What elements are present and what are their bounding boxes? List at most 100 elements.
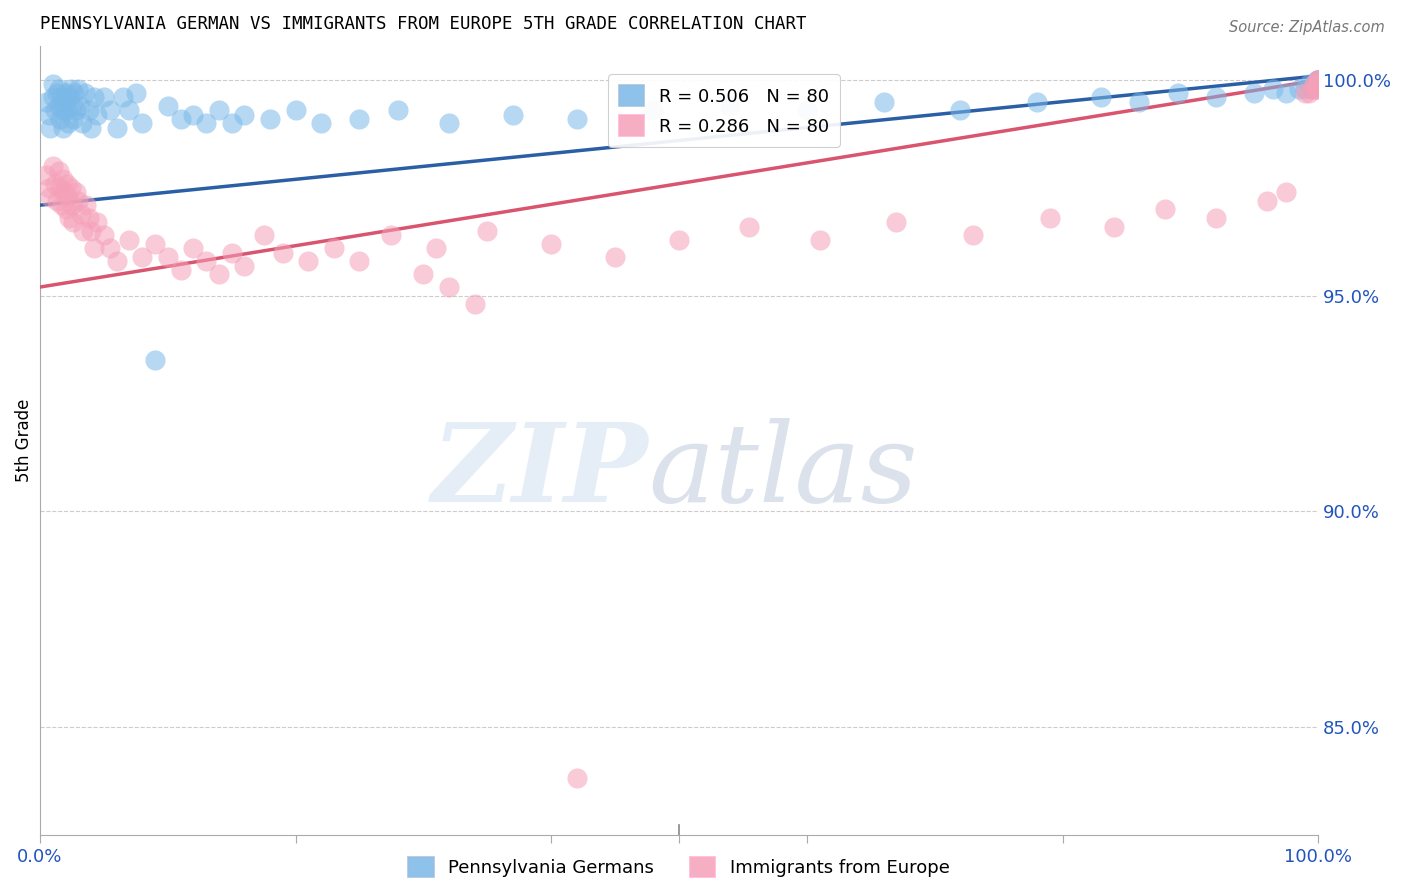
Point xyxy=(38,181,60,195)
Text: Source: ZipAtlas.com: Source: ZipAtlas.com xyxy=(1229,20,1385,35)
Point xyxy=(125,86,148,100)
Point xyxy=(1306,73,1329,87)
Point xyxy=(59,82,82,96)
Point xyxy=(48,99,70,113)
Point xyxy=(1308,73,1330,87)
Point xyxy=(169,112,191,126)
Point xyxy=(1243,86,1265,100)
Text: atlas: atlas xyxy=(648,417,918,525)
Point xyxy=(1308,73,1330,87)
Point xyxy=(233,259,256,273)
Point xyxy=(464,297,486,311)
Point xyxy=(49,181,72,195)
Point xyxy=(437,116,460,130)
Point xyxy=(1128,95,1150,109)
Point xyxy=(796,103,818,118)
Point xyxy=(83,90,105,104)
Point xyxy=(349,112,371,126)
Point xyxy=(75,198,97,212)
Point xyxy=(42,90,65,104)
Point xyxy=(118,103,141,118)
Point xyxy=(1301,82,1323,96)
Point xyxy=(183,108,205,122)
Point xyxy=(53,95,76,109)
Point xyxy=(49,112,72,126)
Point xyxy=(1294,86,1316,100)
Point xyxy=(62,215,84,229)
Point xyxy=(59,181,82,195)
Point xyxy=(349,254,371,268)
Point xyxy=(1090,90,1112,104)
Point xyxy=(93,228,115,243)
Point xyxy=(67,194,90,208)
Point xyxy=(38,108,60,122)
Point xyxy=(886,215,908,229)
Point xyxy=(1308,73,1330,87)
Point xyxy=(1205,211,1227,225)
Point xyxy=(39,120,62,135)
Point xyxy=(56,189,79,203)
Point xyxy=(67,82,90,96)
Point xyxy=(60,99,83,113)
Point xyxy=(1306,82,1329,96)
Point xyxy=(253,228,276,243)
Point xyxy=(284,103,307,118)
Point xyxy=(58,211,80,225)
Point xyxy=(1308,73,1330,87)
Point xyxy=(271,245,294,260)
Point xyxy=(1303,78,1326,92)
Point xyxy=(62,112,84,126)
Point xyxy=(643,103,665,118)
Point xyxy=(1306,78,1329,92)
Point xyxy=(39,189,62,203)
Point xyxy=(156,99,179,113)
Point xyxy=(425,241,447,255)
Point xyxy=(45,86,67,100)
Point xyxy=(52,103,75,118)
Point xyxy=(1298,78,1320,92)
Point xyxy=(169,262,191,277)
Point xyxy=(44,177,66,191)
Point xyxy=(1308,73,1330,87)
Point xyxy=(42,78,65,92)
Point xyxy=(48,163,70,178)
Point xyxy=(195,116,218,130)
Point xyxy=(1308,73,1330,87)
Y-axis label: 5th Grade: 5th Grade xyxy=(15,399,32,482)
Point xyxy=(56,116,79,130)
Point xyxy=(86,108,108,122)
Point xyxy=(962,228,984,243)
Point xyxy=(380,228,402,243)
Point xyxy=(1301,82,1323,96)
Point xyxy=(502,108,524,122)
Point xyxy=(80,120,103,135)
Point xyxy=(131,116,153,130)
Point xyxy=(221,116,243,130)
Point xyxy=(53,186,76,200)
Point xyxy=(297,254,319,268)
Point xyxy=(51,90,73,104)
Point xyxy=(183,241,205,255)
Point xyxy=(55,202,77,217)
Point xyxy=(208,103,231,118)
Point xyxy=(86,215,108,229)
Point xyxy=(52,172,75,186)
Point xyxy=(118,233,141,247)
Point xyxy=(195,254,218,268)
Legend: Pennsylvania Germans, Immigrants from Europe: Pennsylvania Germans, Immigrants from Eu… xyxy=(401,849,957,885)
Point xyxy=(808,233,831,247)
Text: PENNSYLVANIA GERMAN VS IMMIGRANTS FROM EUROPE 5TH GRADE CORRELATION CHART: PENNSYLVANIA GERMAN VS IMMIGRANTS FROM E… xyxy=(39,15,807,33)
Point xyxy=(156,250,179,264)
Point xyxy=(1256,194,1278,208)
Point xyxy=(718,99,741,113)
Point xyxy=(73,86,96,100)
Point xyxy=(105,254,128,268)
Text: ZIP: ZIP xyxy=(432,417,648,525)
Point xyxy=(1294,82,1316,96)
Point xyxy=(1298,86,1320,100)
Point xyxy=(1303,78,1326,92)
Point xyxy=(70,207,93,221)
Point xyxy=(1308,73,1330,87)
Point xyxy=(143,353,166,368)
Point xyxy=(77,103,100,118)
